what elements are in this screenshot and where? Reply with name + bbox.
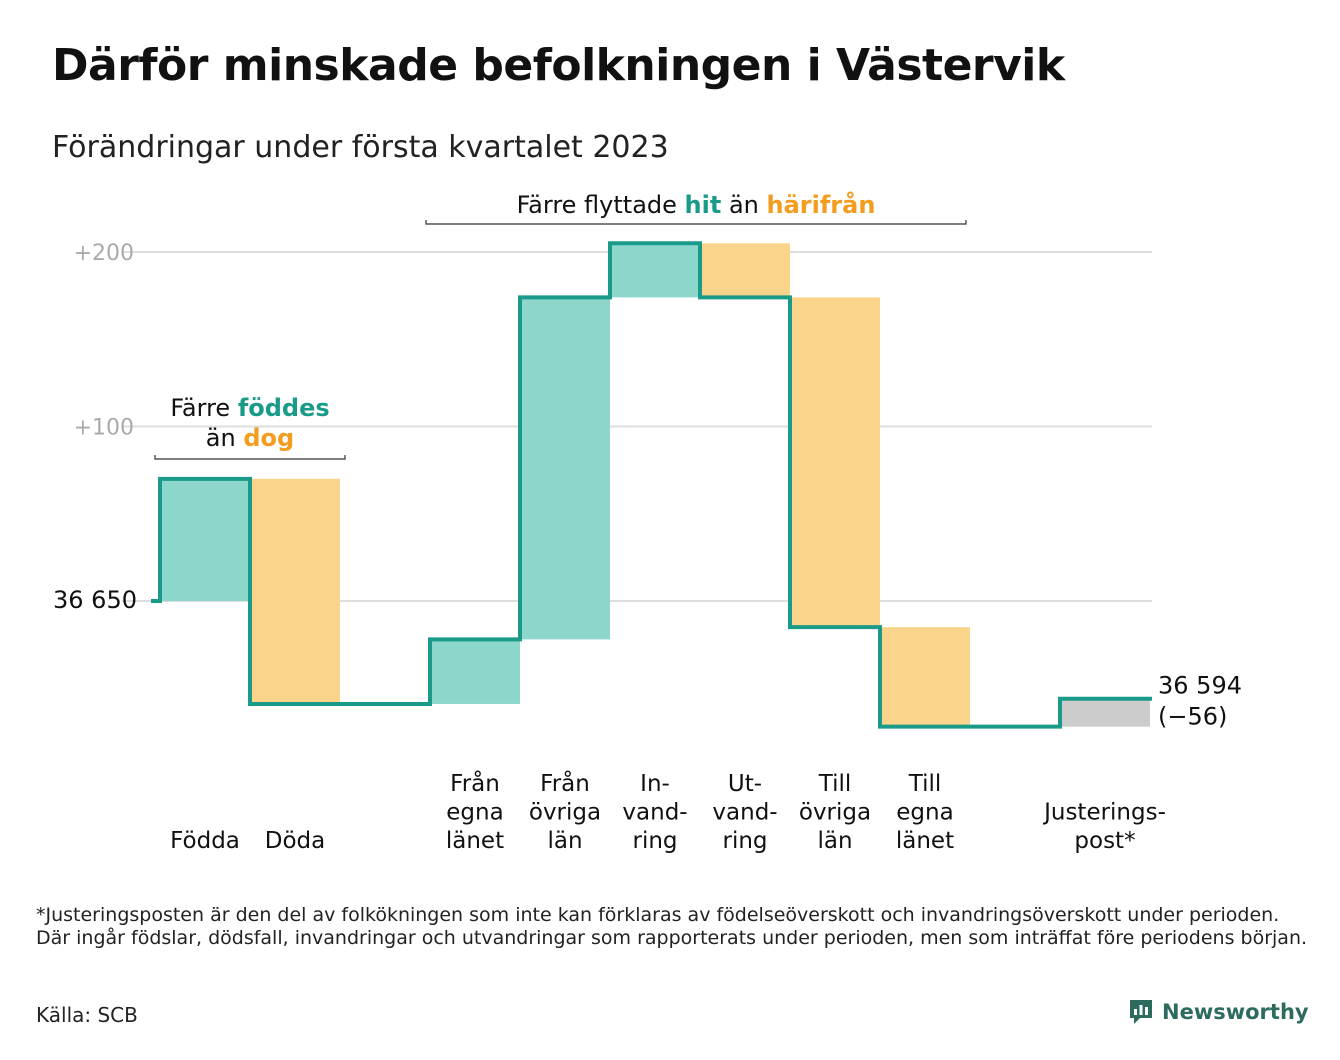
waterfall-bar — [1060, 698, 1150, 727]
bar-chart-speech-bubble-icon — [1130, 1000, 1152, 1024]
waterfall-bar — [700, 243, 790, 298]
y-tick-label: +200 — [74, 241, 134, 266]
category-label: Ut-vand-ring — [712, 771, 777, 854]
births-deaths-bracket — [154, 455, 346, 460]
chart-subtitle: Förändringar under första kvartalet 2023 — [52, 130, 669, 165]
brand-name: Newsworthy — [1162, 1000, 1309, 1024]
category-label: Från övriga län — [529, 769, 601, 854]
waterfall-bar — [520, 297, 610, 640]
end-value-label: 36 594 — [1158, 672, 1242, 700]
category-label: In-vand-ring — [622, 771, 687, 854]
category-label: Justerings-post* — [1042, 800, 1166, 855]
category-label: Till egna länet — [896, 771, 954, 854]
waterfall-bar — [250, 478, 340, 704]
waterfall-bar — [430, 639, 520, 704]
waterfall-chart: +200 +100 36 650 Födda Döda Från egna länet Från… — [53, 190, 1242, 855]
source: Källa: SCB — [36, 1003, 138, 1027]
waterfall-bar — [160, 478, 250, 601]
migration-annotation: Färre flyttade hit än härifrån — [517, 190, 876, 219]
cumulative-line — [151, 241, 1152, 729]
brand[interactable]: Newsworthy — [1128, 998, 1309, 1026]
category-label: Från egna länet — [446, 769, 504, 854]
category-label: Till övriga län — [799, 771, 871, 854]
y-tick-label: +100 — [74, 416, 134, 441]
waterfall-bar — [790, 297, 880, 628]
waterfall-bar — [880, 627, 970, 727]
waterfall-bar — [610, 243, 700, 298]
births-deaths-annotation: Färre föddes än dog — [170, 394, 329, 452]
footnote: *Justeringsposten är den del av folkökni… — [36, 904, 1308, 949]
start-value-label: 36 650 — [53, 586, 137, 614]
end-change-label: (−56) — [1158, 703, 1227, 731]
category-label: Födda — [170, 828, 240, 854]
chart-title: Därför minskade befolkningen i Västervik — [52, 40, 1065, 91]
category-label: Döda — [265, 828, 325, 854]
migration-bracket — [425, 220, 967, 225]
